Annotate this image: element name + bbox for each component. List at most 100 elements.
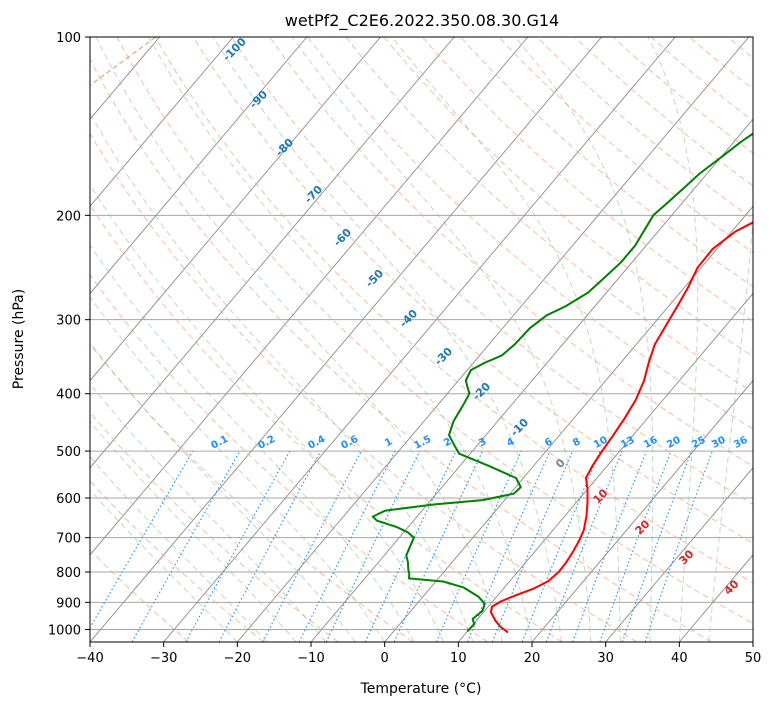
moist-adiabat-line <box>90 420 297 642</box>
dry-adiabat-label: -70 <box>302 183 325 206</box>
moist-adiabat-line <box>708 212 753 642</box>
mixing-ratio-label: 10 <box>592 435 609 451</box>
x-tick-label: −40 <box>76 651 103 666</box>
dry-adiabat-label: -30 <box>432 345 455 368</box>
dry-adiabat-label: -90 <box>247 88 270 111</box>
x-tick-label: −30 <box>150 651 177 666</box>
isotherm-line <box>90 37 602 642</box>
dry-adiabat-line <box>269 37 753 467</box>
mixing-ratio-label: 0.6 <box>339 434 360 452</box>
isotherm-line <box>678 554 753 642</box>
isotherm-line <box>752 641 753 642</box>
dry-adiabat-line <box>766 37 775 642</box>
y-tick-label: 800 <box>56 566 81 581</box>
moist-adiabat-line <box>90 489 238 642</box>
x-tick-label: 0 <box>381 651 389 666</box>
dry-adiabat-line <box>383 37 753 358</box>
mixing-ratio-label: 0.1 <box>209 434 230 452</box>
y-tick-label: 200 <box>56 209 81 224</box>
mixing-ratio-label: 16 <box>642 435 659 451</box>
isotherm-line <box>90 37 234 208</box>
x-tick-label: 50 <box>745 651 762 666</box>
dry-adiabat-line <box>460 37 753 288</box>
y-axis-label: Pressure (hPa) <box>11 289 27 389</box>
dry-adiabat-label: -80 <box>273 136 296 159</box>
sounding-profiles <box>371 132 753 633</box>
moist-adiabat-line <box>291 37 592 642</box>
dry-adiabat-line <box>727 37 753 59</box>
dry-adiabat-line <box>612 37 753 154</box>
dry-adiabat-line <box>90 480 264 642</box>
moist-adiabat-line <box>514 37 654 642</box>
mixing-ratio-line <box>572 450 647 642</box>
isotherm-line <box>236 37 750 642</box>
dry-adiabat-line <box>90 548 190 642</box>
mixing-ratio-line <box>298 450 396 642</box>
moist-adiabat-line <box>148 37 533 642</box>
x-tick-label: 30 <box>597 651 614 666</box>
isotherm-line <box>384 205 753 642</box>
moist-adiabat-line <box>95 37 503 642</box>
y-tick-label: 400 <box>56 388 81 403</box>
dry-adiabat-line <box>689 37 753 90</box>
mixing-ratio-line <box>644 450 713 642</box>
y-tick-label: 500 <box>56 445 81 460</box>
dry-adiabat-label: -100 <box>220 35 249 64</box>
temperature-profile-line <box>489 221 753 633</box>
dry-adiabat-line <box>90 58 712 642</box>
y-tick-label: 900 <box>56 596 81 611</box>
mixing-ratio-line <box>131 450 241 642</box>
mixing-ratio-line <box>491 450 574 642</box>
y-tick-label: 1000 <box>48 623 81 638</box>
moist-adiabat-label: 10 <box>591 486 611 506</box>
x-tick-label: −10 <box>297 651 324 666</box>
isotherm-line <box>163 37 676 642</box>
mixing-ratio-label: 8 <box>571 436 582 449</box>
isotherm-line <box>310 118 753 642</box>
dry-adiabat-line <box>90 343 414 642</box>
mixing-ratio-line <box>545 450 623 642</box>
mixing-ratio-line <box>325 450 421 642</box>
dry-adiabat-line <box>90 132 638 642</box>
moist-adiabat-line <box>647 37 699 642</box>
mixing-ratio-label: 1 <box>383 436 394 449</box>
mixing-ratio-label: 6 <box>543 436 554 449</box>
mixing-ratio-line <box>466 450 551 642</box>
x-tick-label: −20 <box>224 651 251 666</box>
dry-adiabat-line <box>90 411 339 642</box>
moist-adiabat-line <box>90 383 327 642</box>
y-tick-label: 600 <box>56 492 81 507</box>
mixing-ratio-label: 0.2 <box>256 434 277 452</box>
mixing-ratio-label: 1.5 <box>412 434 433 452</box>
mixing-ratio-label: 30 <box>710 435 727 451</box>
dry-adiabat-line <box>154 37 753 584</box>
dry-adiabat-line <box>574 37 753 187</box>
dry-adiabat-label: -60 <box>331 226 354 249</box>
mixing-ratio-line <box>435 450 522 642</box>
mixing-ratio-line <box>521 450 601 642</box>
isotherm-line <box>90 37 455 469</box>
dry-adiabat-line <box>650 37 753 122</box>
isotherm-line <box>457 292 753 642</box>
x-tick-label: 40 <box>671 651 688 666</box>
moist-adiabat-line <box>391 37 621 642</box>
dry-adiabat-line <box>345 37 753 394</box>
moist-adiabat-line <box>90 341 356 642</box>
isotherm-line <box>605 467 753 642</box>
moist-adiabat-label: 40 <box>722 577 742 597</box>
mixing-ratio-line <box>393 450 484 642</box>
skewt-background-lines <box>90 37 775 642</box>
mixing-ratio-line <box>599 450 672 642</box>
dry-adiabat-line <box>90 204 563 642</box>
mixing-ratio-line <box>621 450 693 642</box>
mixing-ratio-line <box>262 450 362 642</box>
dry-adiabat-label: -10 <box>508 416 531 439</box>
isotherm-line <box>90 37 381 382</box>
dry-adiabat-line <box>307 37 753 430</box>
dry-adiabat-line <box>536 37 753 220</box>
x-axis-label: Temperature (°C) <box>360 681 482 697</box>
moist-adiabat-line <box>212 37 562 642</box>
mixing-ratio-label: 0.4 <box>306 434 327 452</box>
mixing-ratio-line <box>364 450 457 642</box>
